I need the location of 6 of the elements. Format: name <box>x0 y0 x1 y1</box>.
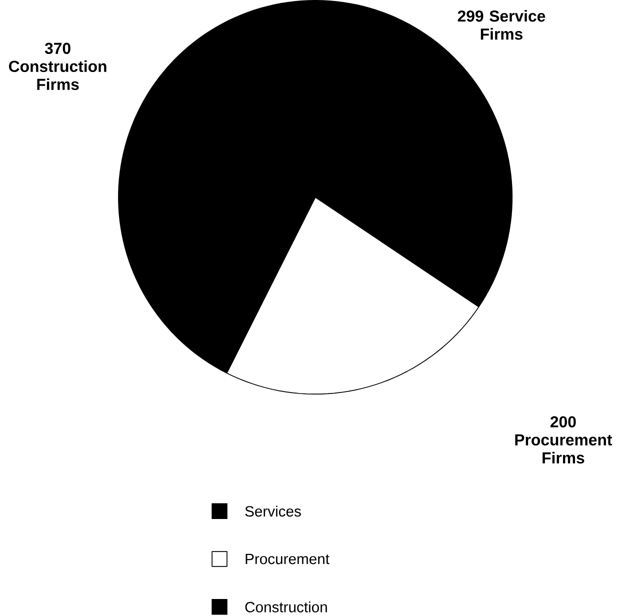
legend-label: Procurement <box>246 554 330 564</box>
legend-label: Services <box>245 506 301 517</box>
data-label: 299 Service Firms <box>458 10 546 40</box>
data-label: 370 Construction Firms <box>8 42 106 90</box>
legend-label: Construction <box>245 602 327 612</box>
data-label: 200 Procurement Firms <box>515 416 612 464</box>
